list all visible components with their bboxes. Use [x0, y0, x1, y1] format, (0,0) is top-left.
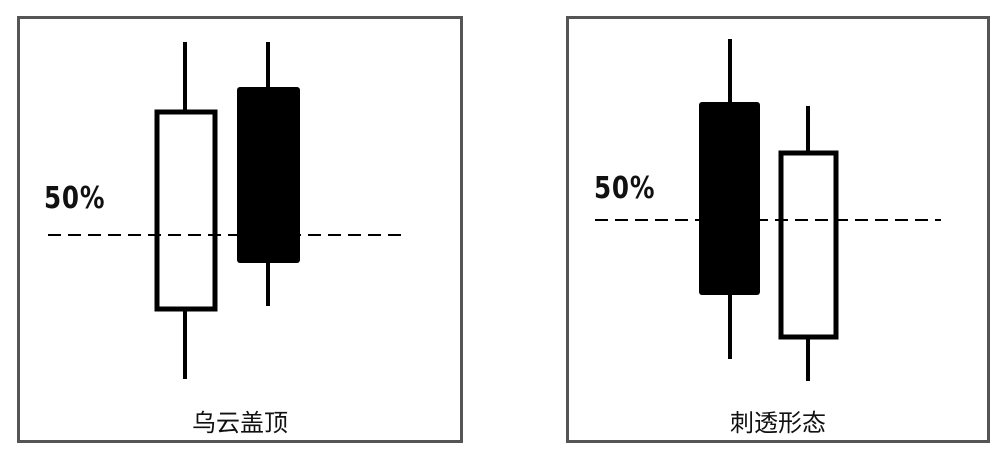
- fifty-percent-label: 50%: [594, 171, 656, 206]
- white-candle-body: [154, 109, 218, 312]
- black-candle-body: [699, 102, 760, 295]
- dark-cloud-cover-diagram: [48, 42, 406, 379]
- white-candle-body: [778, 150, 839, 340]
- piercing-pattern-panel: 50% 刺透形态: [566, 16, 990, 443]
- panel-caption: 刺透形态: [730, 409, 826, 437]
- black-candle-body: [237, 87, 300, 263]
- fifty-percent-label: 50%: [44, 181, 106, 216]
- panel-caption: 乌云盖顶: [192, 409, 288, 437]
- dark-cloud-cover-panel: 50% 乌云盖顶: [17, 16, 463, 443]
- piercing-pattern-diagram: [595, 39, 941, 381]
